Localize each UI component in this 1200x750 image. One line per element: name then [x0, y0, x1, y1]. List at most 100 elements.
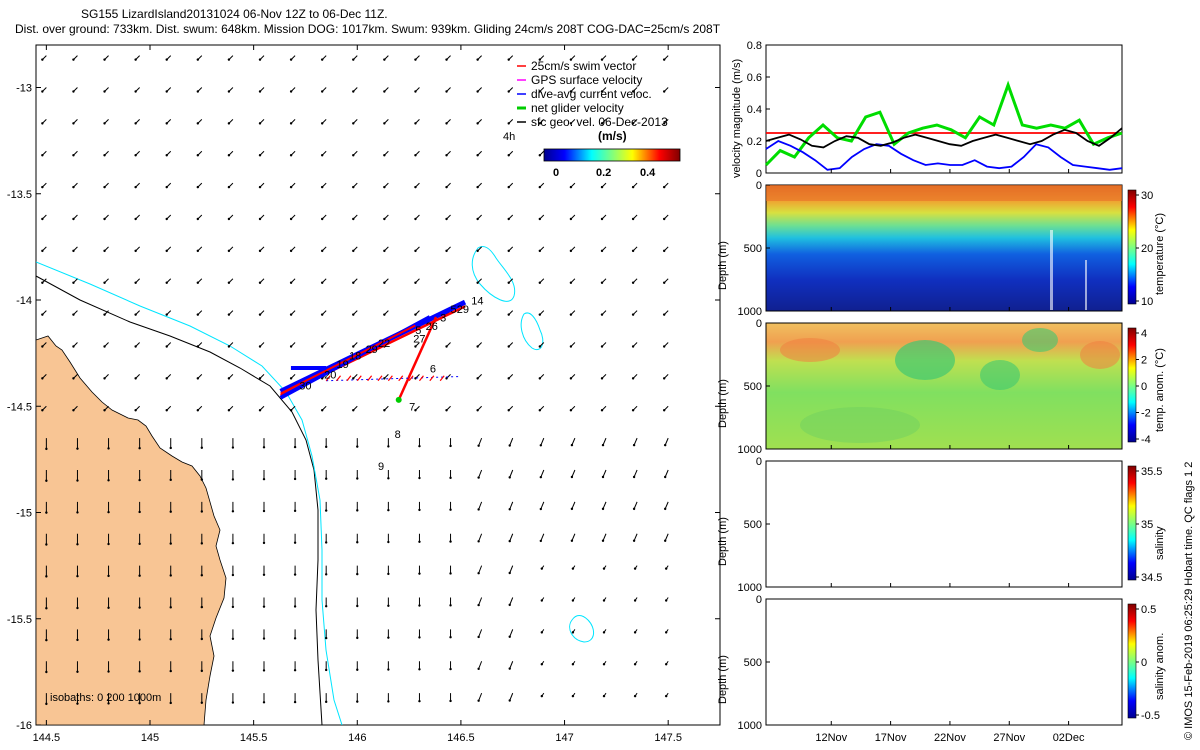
current-arrow-head — [414, 90, 417, 93]
map-xtick-label: 147 — [555, 732, 573, 744]
track-label: 29 — [366, 344, 378, 356]
temperature-ylabel: Depth (m) — [717, 241, 729, 290]
colorbar-units: (m/s) — [598, 129, 627, 143]
current-arrow-head — [569, 122, 573, 125]
current-arrow-head — [477, 476, 480, 479]
current-arrow-head — [356, 477, 359, 480]
current-arrow-head — [138, 606, 141, 609]
current-arrow — [509, 437, 514, 446]
track-swim-3 — [397, 316, 438, 401]
current-arrow-head — [383, 154, 386, 157]
current-arrow-head — [324, 573, 328, 576]
current-arrow-head — [445, 345, 448, 348]
current-arrow-head — [262, 605, 266, 608]
track-label: 3 — [440, 312, 446, 324]
cbar-tick-label: 0 — [1141, 381, 1147, 393]
current-arrow-head — [165, 185, 168, 189]
current-arrow-head — [507, 281, 510, 284]
current-arrow — [664, 533, 669, 541]
current-arrow — [478, 597, 483, 606]
current-arrow-head — [258, 58, 262, 61]
current-arrow-head — [289, 185, 293, 189]
current-arrow-head — [540, 599, 544, 602]
current-arrow-head — [231, 478, 235, 481]
current-arrow-head — [387, 604, 390, 607]
velocity-panel: 0 0.2 0.4 0.6 0.8 — [747, 40, 1123, 180]
current-arrow-head — [45, 575, 48, 578]
current-arrow-head — [165, 249, 168, 253]
current-arrow-head — [633, 663, 637, 666]
vel-ytick-label: 0 — [756, 168, 762, 180]
current-arrow-head — [414, 249, 417, 253]
current-arrow-head — [352, 58, 355, 61]
current-arrow-head — [631, 313, 635, 316]
current-arrow-head — [41, 313, 44, 316]
cbar-tick-label: 4 — [1141, 328, 1147, 340]
cbar-tick-label: -2 — [1141, 408, 1151, 420]
current-arrow-head — [227, 217, 231, 221]
current-arrow-head — [540, 694, 544, 698]
current-arrow-head — [262, 573, 266, 576]
current-arrow — [509, 629, 514, 637]
current-arrow-head — [138, 478, 141, 482]
current-arrow-head — [664, 694, 668, 698]
current-arrow-head — [508, 667, 511, 670]
current-arrow-head — [476, 58, 479, 61]
current-arrow-head — [76, 606, 79, 610]
current-arrow-head — [569, 345, 573, 348]
current-arrow-head — [601, 539, 605, 542]
current-arrow-head — [103, 217, 106, 221]
current-arrow-head — [41, 281, 44, 284]
current-arrow-head — [414, 313, 417, 316]
salinity-anomaly-colorbar — [1127, 603, 1137, 719]
swim-vector — [325, 375, 331, 382]
current-arrow-head — [539, 507, 543, 511]
velocity-series-black — [765, 127, 1123, 149]
map-ytick-label: -13 — [16, 83, 32, 95]
map-xtick-label: 145.5 — [240, 732, 268, 744]
current-arrow-head — [418, 636, 421, 639]
isobath-1000 — [36, 275, 323, 725]
current-arrow-head — [538, 281, 542, 284]
current-arrow-head — [476, 90, 479, 93]
current-arrow-head — [227, 90, 231, 93]
swim-vector — [429, 375, 435, 382]
current-arrow-head — [414, 154, 417, 157]
track-label: 5 — [451, 304, 457, 316]
current-arrow-head — [262, 446, 266, 449]
current-arrow-head — [538, 217, 542, 221]
glider-track — [279, 299, 467, 403]
track-label: 22 — [378, 338, 390, 350]
current-arrow-head — [107, 574, 110, 578]
current-arrow-head — [571, 631, 575, 634]
current-arrow-head — [662, 217, 666, 221]
current-arrow-head — [631, 58, 635, 61]
current-arrow-head — [602, 631, 606, 634]
current-arrow-head — [289, 377, 293, 380]
current-arrow-head — [320, 217, 324, 221]
right-panel-ticks: 0500100030201005001000420-2-40500100035.… — [738, 180, 1163, 732]
current-arrow-head — [72, 313, 75, 316]
current-arrow — [478, 533, 483, 542]
current-arrow — [602, 501, 607, 510]
colorbar-tick-2: 0.4 — [640, 167, 656, 179]
current-arrow-head — [262, 509, 266, 513]
current-arrow-head — [72, 281, 75, 284]
current-arrow-head — [165, 90, 168, 93]
current-arrow-head — [107, 702, 110, 705]
current-arrow-head — [662, 90, 666, 93]
current-arrow-head — [165, 217, 168, 221]
vel-ytick-label: 0.4 — [747, 104, 762, 116]
current-arrow-head — [293, 509, 297, 513]
map-xtick-label: 147.5 — [654, 732, 682, 744]
current-arrow-head — [602, 567, 606, 570]
current-arrow-head — [538, 409, 542, 412]
cbar-tick-label: 30 — [1141, 190, 1153, 202]
current-arrow-head — [356, 509, 359, 512]
current-arrow-head — [293, 541, 297, 544]
time-tick-label: 17Nov — [875, 732, 907, 744]
depth-tick-label: 500 — [744, 657, 762, 669]
current-arrow-head — [632, 443, 636, 447]
